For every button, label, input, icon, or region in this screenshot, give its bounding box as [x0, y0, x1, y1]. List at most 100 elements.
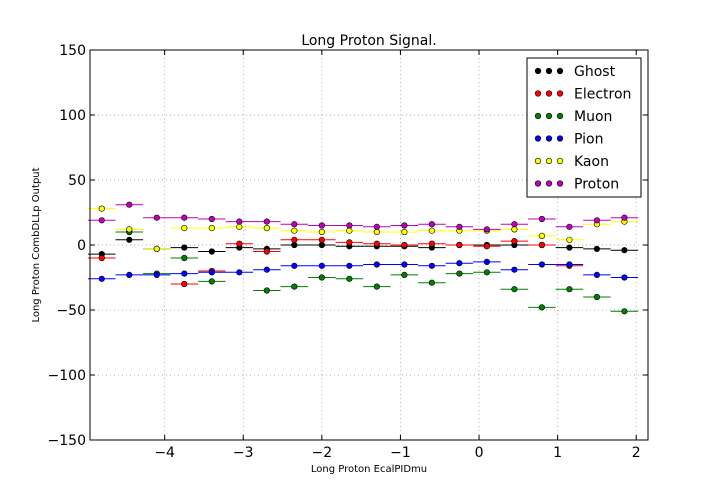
- legend-label-pion: Pion: [574, 132, 603, 148]
- legend-marker-muon: [534, 112, 542, 120]
- point-ghost: [208, 248, 215, 255]
- legend-marker-electron: [545, 90, 553, 97]
- x-tick-label: 2: [632, 445, 641, 461]
- point-proton: [566, 223, 573, 230]
- point-proton: [263, 218, 270, 225]
- point-proton: [483, 226, 490, 233]
- axes: −4 −3 −2 −1 0 1 2 −150 −100 −50 0 50 100 150: [48, 43, 648, 461]
- point-kaon: [153, 245, 160, 252]
- point-kaon: [428, 227, 435, 234]
- x-tick-label: 1: [553, 445, 562, 461]
- point-electron: [538, 241, 546, 249]
- point-pion: [401, 261, 408, 268]
- x-tick-label: −2: [312, 445, 333, 461]
- point-proton: [593, 217, 601, 224]
- legend-label-proton: Proton: [574, 177, 619, 193]
- legend-marker-muon: [545, 112, 553, 120]
- point-muon: [346, 275, 353, 282]
- point-proton: [346, 222, 353, 229]
- data-layer: [88, 201, 639, 315]
- x-tick-label: −3: [233, 445, 254, 461]
- point-electron: [428, 240, 435, 247]
- point-muon: [593, 293, 601, 301]
- legend-marker-electron: [534, 90, 542, 97]
- series-pion: [88, 258, 639, 282]
- point-proton: [291, 221, 298, 228]
- point-kaon: [291, 227, 298, 234]
- point-kaon: [236, 223, 243, 230]
- point-pion: [428, 262, 435, 269]
- point-kaon: [566, 236, 573, 243]
- point-pion: [208, 269, 215, 276]
- legend-marker-proton: [534, 180, 542, 187]
- point-ghost: [291, 241, 298, 249]
- point-kaon: [373, 228, 380, 236]
- point-proton: [538, 215, 546, 223]
- point-muon: [428, 279, 435, 286]
- legend-marker-ghost: [545, 67, 553, 75]
- legend-label-kaon: Kaon: [574, 154, 609, 170]
- point-pion: [98, 275, 105, 282]
- point-electron: [291, 236, 298, 243]
- y-tick-label: −100: [48, 368, 86, 384]
- point-proton: [401, 222, 408, 229]
- point-proton: [98, 217, 105, 224]
- legend-label-electron: Electron: [574, 87, 631, 103]
- point-kaon: [181, 225, 188, 232]
- point-pion: [538, 261, 546, 268]
- point-ghost: [318, 241, 325, 249]
- point-pion: [291, 262, 298, 269]
- point-pion: [621, 274, 628, 281]
- point-pion: [456, 260, 463, 267]
- point-electron: [373, 240, 380, 247]
- point-kaon: [511, 226, 518, 233]
- series-muon: [115, 228, 639, 315]
- point-muon: [318, 274, 325, 281]
- legend-marker-ghost: [556, 67, 564, 75]
- point-muon: [483, 269, 490, 276]
- point-proton: [511, 221, 518, 228]
- point-pion: [318, 262, 325, 269]
- point-electron: [181, 280, 188, 288]
- y-axis-label: Long Proton CombDLLp Output: [31, 167, 42, 322]
- legend-marker-electron: [556, 90, 564, 97]
- series-electron: [88, 228, 584, 288]
- point-muon: [566, 286, 573, 293]
- legend-label-ghost: Ghost: [574, 64, 616, 80]
- point-muon: [181, 254, 188, 262]
- legend-marker-pion: [534, 135, 542, 142]
- point-ghost: [566, 244, 573, 251]
- point-electron: [511, 238, 518, 245]
- point-ghost: [621, 247, 628, 254]
- legend: Ghost Electron Muon Pion Kaon Proton: [526, 57, 642, 198]
- legend-marker-pion: [556, 135, 564, 142]
- x-tick-label: 0: [475, 445, 484, 461]
- point-electron: [456, 241, 463, 249]
- legend-marker-kaon: [545, 157, 553, 165]
- point-muon: [456, 270, 463, 277]
- point-pion: [346, 262, 353, 269]
- y-tick-label: 50: [68, 173, 86, 189]
- point-proton: [153, 214, 160, 221]
- legend-marker-muon: [556, 112, 564, 120]
- point-electron: [98, 254, 105, 262]
- point-muon: [401, 271, 408, 279]
- point-pion: [373, 261, 380, 268]
- point-muon: [538, 304, 546, 311]
- y-tick-label: 100: [59, 108, 86, 124]
- point-kaon: [401, 228, 408, 236]
- x-axis-label: Long Proton EcalPIDmu: [311, 464, 427, 475]
- y-tick-label: −150: [48, 433, 86, 449]
- y-tick-label: 0: [77, 238, 86, 254]
- point-kaon: [538, 232, 546, 239]
- point-muon: [621, 308, 628, 315]
- point-proton: [456, 223, 463, 230]
- point-kaon: [263, 225, 270, 232]
- point-electron: [483, 243, 490, 250]
- point-kaon: [208, 225, 215, 232]
- point-muon: [373, 283, 380, 290]
- point-pion: [153, 271, 160, 279]
- point-electron: [318, 236, 325, 243]
- point-muon: [208, 278, 215, 285]
